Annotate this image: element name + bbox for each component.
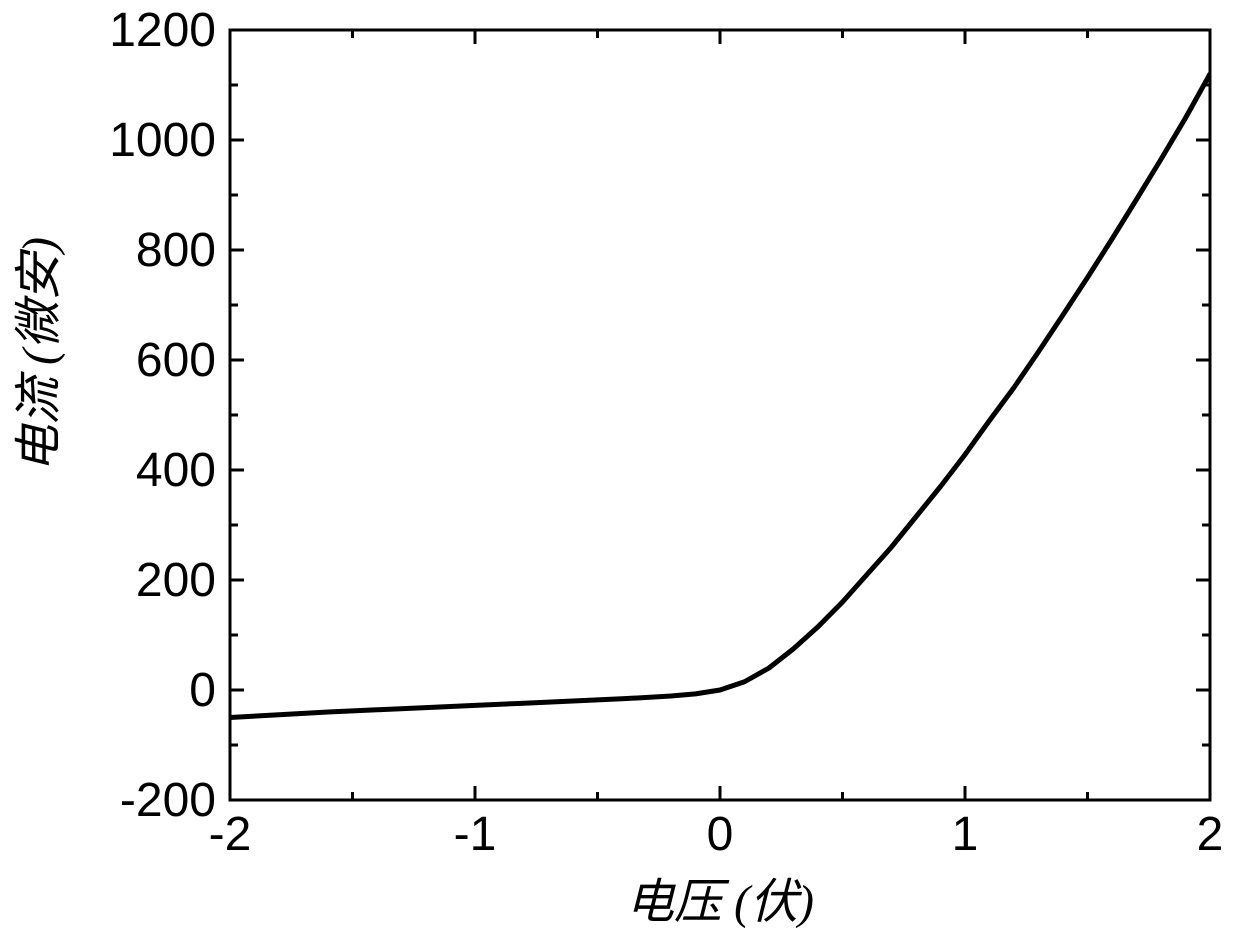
y-tick-label: 800 [136, 224, 216, 277]
x-tick-label: 2 [1197, 808, 1224, 861]
y-axis-label: 电流 (微安) [13, 237, 66, 473]
x-tick-label: 0 [707, 808, 734, 861]
y-tick-label: 1000 [109, 114, 216, 167]
x-axis-label: 电压 (伏) [626, 876, 814, 929]
y-tick-label: 400 [136, 444, 216, 497]
chart-svg: -2-1012-200020040060080010001200电流 (微安)电… [0, 0, 1240, 944]
y-tick-label: -200 [120, 774, 216, 827]
x-tick-label: -1 [454, 808, 497, 861]
y-tick-label: 1200 [109, 4, 216, 57]
iv-curve-chart: -2-1012-200020040060080010001200电流 (微安)电… [0, 0, 1240, 944]
x-tick-label: 1 [952, 808, 979, 861]
y-tick-label: 0 [189, 664, 216, 717]
y-tick-label: 600 [136, 334, 216, 387]
y-tick-label: 200 [136, 554, 216, 607]
